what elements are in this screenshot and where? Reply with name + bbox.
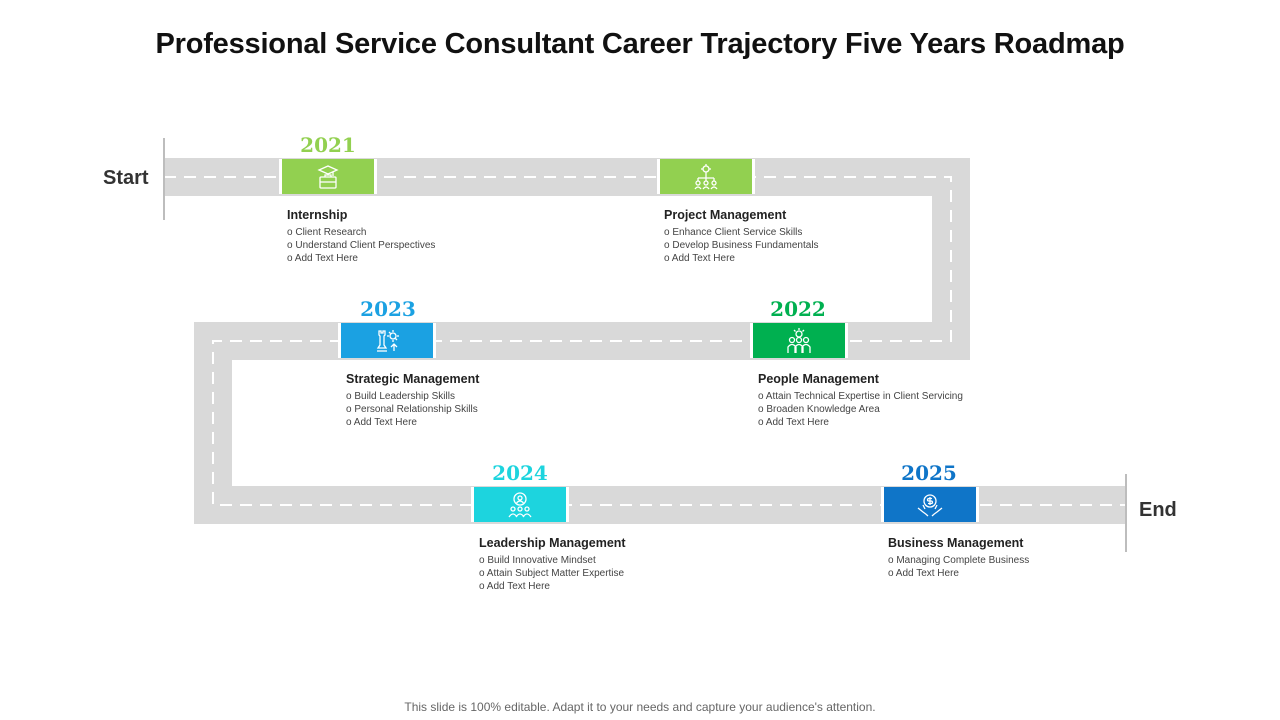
milestone-bullet: Add Text Here (664, 252, 1004, 265)
milestone-bullet: Add Text Here (346, 416, 686, 429)
milestone-info: Strategic Management Build Leadership Sk… (346, 372, 686, 429)
milestone-bullet: Attain Subject Matter Expertise (479, 567, 819, 580)
milestone-bullet: Broaden Knowledge Area (758, 403, 1098, 416)
milestone-marker (338, 323, 436, 358)
milestone-bullet: Personal Relationship Skills (346, 403, 686, 416)
money-hands-icon (917, 493, 943, 516)
road-lane-marking (164, 176, 1126, 506)
milestone-info: Internship Client Research Understand Cl… (287, 208, 627, 265)
milestone-bullet: Build Leadership Skills (346, 390, 686, 403)
end-label: End (1139, 499, 1177, 521)
milestone-info: Business Management Managing Complete Bu… (888, 536, 1228, 580)
milestone-bullet: Build Innovative Mindset (479, 554, 819, 567)
footer-note: This slide is 100% editable. Adapt it to… (404, 700, 876, 714)
milestone-title: Project Management (664, 208, 787, 222)
milestone-bullet: Enhance Client Service Skills (664, 226, 1004, 239)
milestone-info: Project Management Enhance Client Servic… (664, 208, 1004, 265)
chess-gear-icon (376, 329, 399, 352)
hierarchy-gear-icon (694, 163, 718, 189)
milestone-info: People Management Attain Technical Exper… (758, 372, 1098, 429)
milestone-title: Strategic Management (346, 372, 480, 386)
milestone-bullet: Add Text Here (287, 252, 627, 265)
milestone-bullet: Understand Client Perspectives (287, 239, 627, 252)
year-label: 2022 (770, 297, 826, 321)
milestone-bullet: Attain Technical Expertise in Client Ser… (758, 390, 1098, 403)
leader-icon (508, 491, 532, 517)
milestone-bullet: Client Research (287, 226, 627, 239)
year-label: 2021 (300, 133, 356, 157)
year-label: 2024 (492, 461, 548, 485)
milestone-marker (657, 159, 755, 194)
milestone-title: People Management (758, 372, 879, 386)
year-label: 2025 (901, 461, 957, 485)
milestone-bullet: Managing Complete Business (888, 554, 1228, 567)
milestone-bullet: Develop Business Fundamentals (664, 239, 1004, 252)
milestone-marker (881, 487, 979, 522)
team-icon (787, 327, 811, 353)
milestone-marker (471, 487, 569, 522)
page-title: Professional Service Consultant Career T… (155, 28, 1125, 60)
milestone-title: Leadership Management (479, 536, 626, 550)
milestone-bullet: Add Text Here (888, 567, 1228, 580)
milestone-info: Leadership Management Build Innovative M… (479, 536, 819, 593)
milestone-title: Business Management (888, 536, 1024, 550)
graduation-briefcase-icon (317, 164, 339, 189)
milestone-bullet: Add Text Here (758, 416, 1098, 429)
milestone-marker (750, 323, 848, 358)
start-label: Start (103, 167, 149, 189)
milestone-marker (279, 159, 377, 194)
milestone-title: Internship (287, 208, 348, 222)
year-label: 2023 (360, 297, 416, 321)
milestone-bullet: Add Text Here (479, 580, 819, 593)
